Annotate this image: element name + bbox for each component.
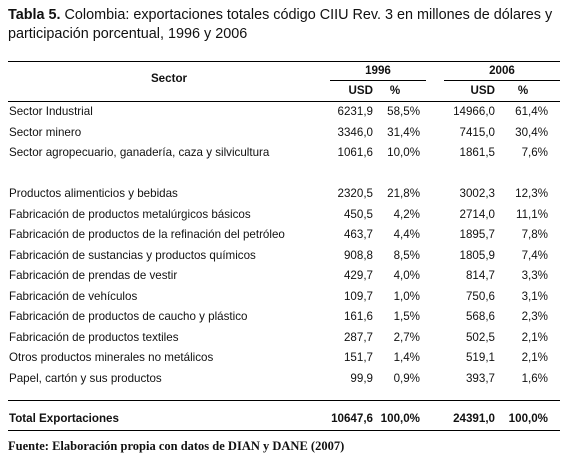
cell: 6231,9 <box>337 105 373 118</box>
rule <box>330 80 426 81</box>
row-label: Sector Industrial <box>9 105 93 118</box>
cell: 31,4% <box>387 125 420 139</box>
cell: 61,4% <box>515 105 548 118</box>
row-label: Sector agropecuario, ganadería, caza y s… <box>9 146 270 159</box>
cell: 14966,0 <box>453 105 495 118</box>
cell: 2714,0 <box>459 207 495 221</box>
cell: 429,7 <box>343 269 373 282</box>
header-unit: % <box>517 84 529 97</box>
cell: 100,0% <box>508 412 548 425</box>
cell: 4,0% <box>393 269 420 282</box>
cell: 2,1% <box>521 330 548 344</box>
cell: 908,8 <box>343 248 373 262</box>
cell: 7,6% <box>521 146 548 159</box>
rule <box>8 400 560 401</box>
cell: 7415,0 <box>459 125 495 139</box>
row-label: Fabricación de prendas de vestir <box>9 269 178 282</box>
cell: 0,9% <box>393 371 420 385</box>
row-label: Papel, cartón y sus productos <box>9 371 162 385</box>
row-label: Fabricación de productos de caucho y plá… <box>9 310 248 323</box>
row-label: Fabricación de productos de la refinació… <box>9 228 285 241</box>
cell: 3346,0 <box>337 125 373 139</box>
cell: 10647,6 <box>331 412 373 425</box>
title: Tabla 5. Colombia: exportaciones totales… <box>8 6 566 44</box>
title-text: Colombia: exportaciones totales código C… <box>8 7 553 42</box>
row-label: Otros productos minerales no metálicos <box>9 351 214 364</box>
cell: 10,0% <box>387 146 420 159</box>
row-label: Fabricación de vehículos <box>9 289 138 303</box>
cell: 450,5 <box>343 207 373 221</box>
cell: 24391,0 <box>453 412 495 425</box>
header-unit: % <box>389 84 401 97</box>
header-sector: Sector <box>150 72 188 85</box>
cell: 1861,5 <box>459 146 495 159</box>
cell: 2,3% <box>521 310 548 323</box>
cell: 151,7 <box>343 351 373 364</box>
cell: 21,8% <box>387 187 420 200</box>
row-label: Fabricación de productos textiles <box>9 330 179 344</box>
rule <box>444 80 560 81</box>
cell: 109,7 <box>343 289 373 303</box>
cell: 11,1% <box>515 207 548 221</box>
cell: 750,6 <box>465 289 495 303</box>
cell: 7,4% <box>521 248 548 262</box>
cell: 4,2% <box>393 207 420 221</box>
cell: 287,7 <box>343 330 373 344</box>
cell: 519,1 <box>465 351 495 364</box>
row-label: Sector minero <box>9 125 82 139</box>
rule <box>8 61 560 62</box>
cell: 2320,5 <box>337 187 373 200</box>
row-label: Total Exportaciones <box>9 412 119 425</box>
cell: 30,4% <box>515 125 548 139</box>
cell: 4,4% <box>393 228 420 241</box>
header-unit: USD <box>470 84 495 97</box>
cell: 3002,3 <box>459 187 495 200</box>
title-label: Tabla 5. <box>8 7 61 23</box>
header-year: 2006 <box>489 64 515 77</box>
cell: 463,7 <box>343 228 373 241</box>
cell: 8,5% <box>393 248 420 262</box>
header-unit: USD <box>348 84 373 97</box>
rule <box>8 101 560 102</box>
rule <box>8 430 560 431</box>
cell: 1,5% <box>393 310 420 323</box>
cell: 3,3% <box>521 269 548 282</box>
cell: 100,0% <box>380 412 420 425</box>
row-label: Productos alimenticios y bebidas <box>9 187 178 200</box>
cell: 814,7 <box>465 269 495 282</box>
cell: 1895,7 <box>459 228 495 241</box>
header-year: 1996 <box>365 64 391 77</box>
cell: 393,7 <box>465 371 495 385</box>
row-label: Fabricación de productos metalúrgicos bá… <box>9 207 251 221</box>
source: Fuente: Elaboración propia con datos de … <box>8 439 345 453</box>
cell: 568,6 <box>465 310 495 323</box>
cell: 12,3% <box>515 187 548 200</box>
cell: 1,4% <box>393 351 420 364</box>
cell: 1,6% <box>521 371 548 385</box>
cell: 1061,6 <box>337 146 373 159</box>
cell: 99,9 <box>350 371 373 385</box>
cell: 2,1% <box>521 351 548 364</box>
cell: 502,5 <box>465 330 495 344</box>
cell: 7,8% <box>521 228 548 241</box>
cell: 3,1% <box>521 289 548 303</box>
cell: 2,7% <box>393 330 420 344</box>
row-label: Fabricación de sustancias y productos qu… <box>9 248 256 262</box>
cell: 58,5% <box>387 105 420 118</box>
cell: 1805,9 <box>459 248 495 262</box>
cell: 1,0% <box>393 289 420 303</box>
cell: 161,6 <box>343 310 373 323</box>
